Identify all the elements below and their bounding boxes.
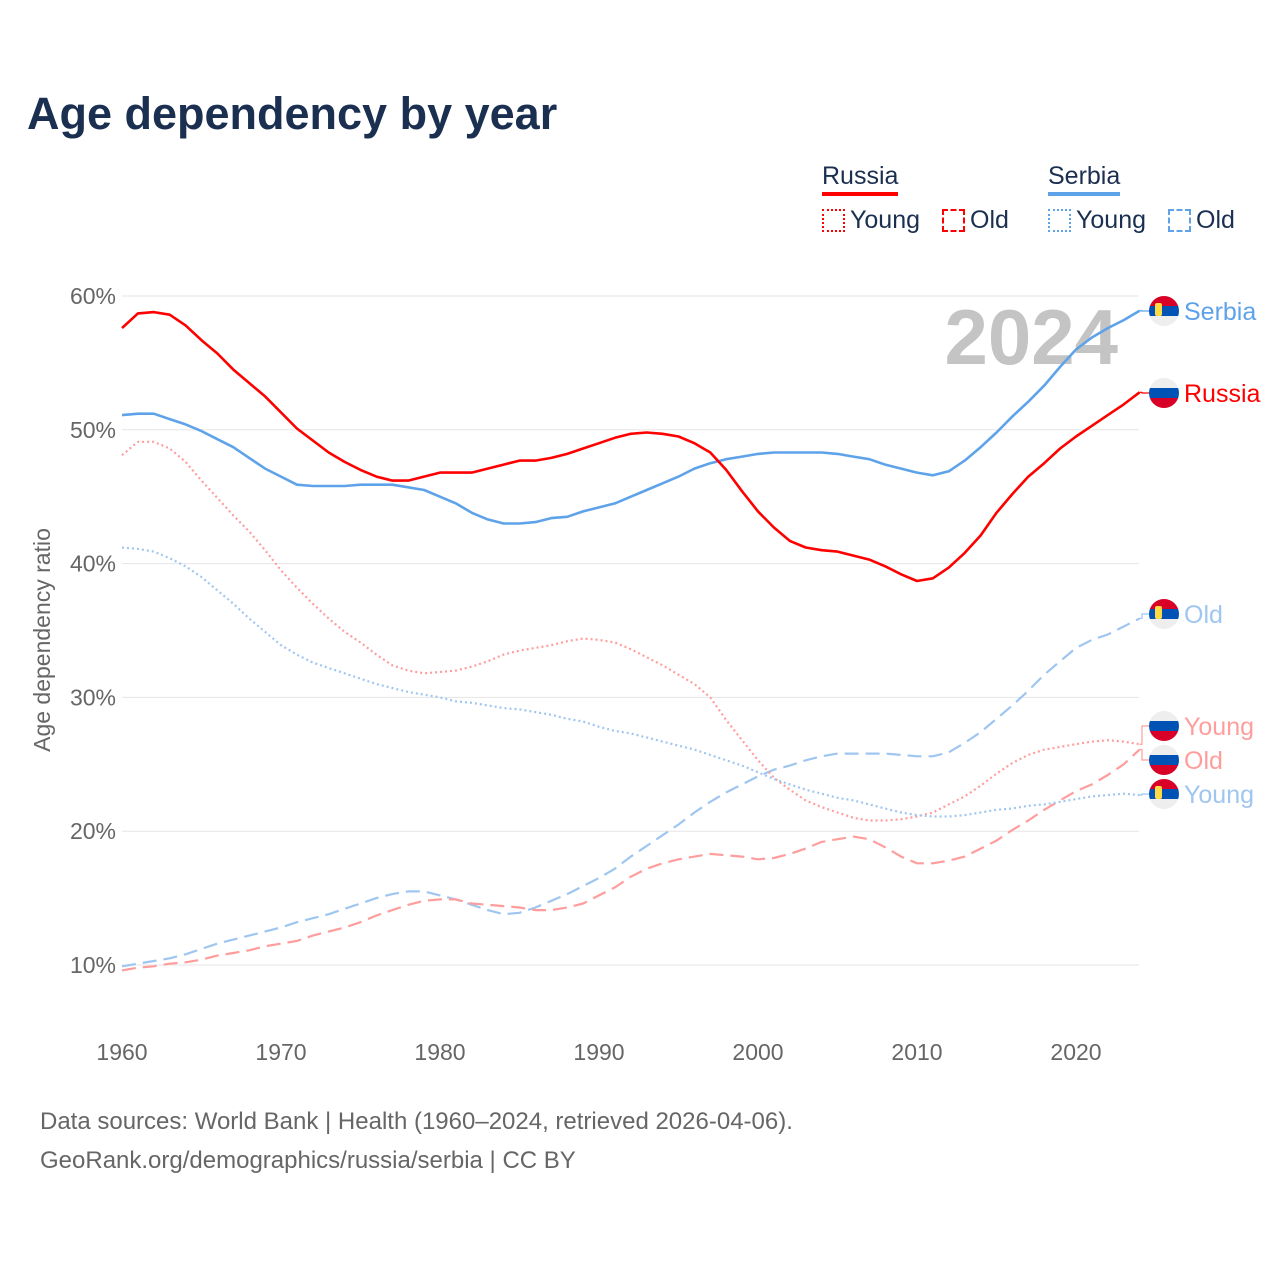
label-connector <box>1139 613 1150 620</box>
legend-label: Young <box>1076 206 1146 234</box>
y-tick-label: 60% <box>70 283 116 309</box>
legend-group-serbia: Serbia Young Old <box>1048 162 1235 234</box>
year-watermark: 2024 <box>944 293 1118 381</box>
end-label: Serbia <box>1184 298 1256 326</box>
footer-sources: Data sources: World Bank | Health (1960–… <box>40 1108 793 1135</box>
russia-flag-icon <box>1149 378 1179 408</box>
x-tick-label: 1960 <box>96 1039 147 1065</box>
end-label: Young <box>1184 713 1254 741</box>
x-tick-label: 1990 <box>573 1039 624 1065</box>
serbia-flag-icon <box>1149 296 1179 326</box>
x-tick-label: 2010 <box>891 1039 942 1065</box>
end-label: Old <box>1184 747 1223 775</box>
end-label: Young <box>1184 781 1254 809</box>
russia-flag-icon <box>1149 745 1179 775</box>
legend-label: Old <box>970 206 1009 234</box>
y-tick-label: 40% <box>70 551 116 577</box>
y-axis-label: Age dependency ratio <box>29 528 55 752</box>
series-line-russia <box>121 310 1141 583</box>
dashed-swatch-icon <box>1168 209 1191 232</box>
x-tick-label: 1980 <box>414 1039 465 1065</box>
y-tick-label: 10% <box>70 952 116 978</box>
legend-serbia-old[interactable]: Old <box>1168 206 1235 235</box>
x-tick-label: 2020 <box>1050 1039 1101 1065</box>
legend-label: Old <box>1196 206 1235 234</box>
label-connector <box>1139 725 1150 745</box>
serbia-flag-icon <box>1149 599 1179 629</box>
end-label: Old <box>1184 601 1223 629</box>
legend-russia-old[interactable]: Old <box>942 206 1009 235</box>
legend-label: Young <box>850 206 920 234</box>
y-tick-label: 30% <box>70 684 116 710</box>
serbia-flag-icon <box>1149 779 1179 809</box>
end-label: Russia <box>1184 380 1261 408</box>
legend-russia-label[interactable]: Russia <box>822 162 899 196</box>
x-tick-label: 2000 <box>732 1039 783 1065</box>
label-connector <box>1139 793 1150 796</box>
y-tick-label: 50% <box>70 417 116 443</box>
x-tick-label: 1970 <box>255 1039 306 1065</box>
legend-group-russia: Russia Young Old <box>822 162 1009 234</box>
series-line-serbia <box>121 309 1141 525</box>
y-tick-label: 20% <box>70 818 116 844</box>
dotted-swatch-icon <box>822 209 845 232</box>
series-line-serbia-old <box>121 617 1141 968</box>
legend-serbia-label[interactable]: Serbia <box>1048 162 1121 196</box>
chart-title: Age dependency by year <box>27 88 558 139</box>
label-connector <box>1139 748 1150 761</box>
footer-link[interactable]: GeoRank.org/demographics/russia/serbia |… <box>40 1147 576 1174</box>
series-line-russia-young <box>121 440 1140 822</box>
dotted-swatch-icon <box>1048 209 1071 232</box>
legend-serbia-young[interactable]: Young <box>1048 206 1146 235</box>
russia-flag-icon <box>1149 711 1179 741</box>
legend-russia-young[interactable]: Young <box>822 206 920 235</box>
series-line-serbia-young <box>121 546 1140 818</box>
label-connector <box>1139 391 1150 394</box>
series-line-russia-old <box>121 748 1141 972</box>
dashed-swatch-icon <box>942 209 965 232</box>
